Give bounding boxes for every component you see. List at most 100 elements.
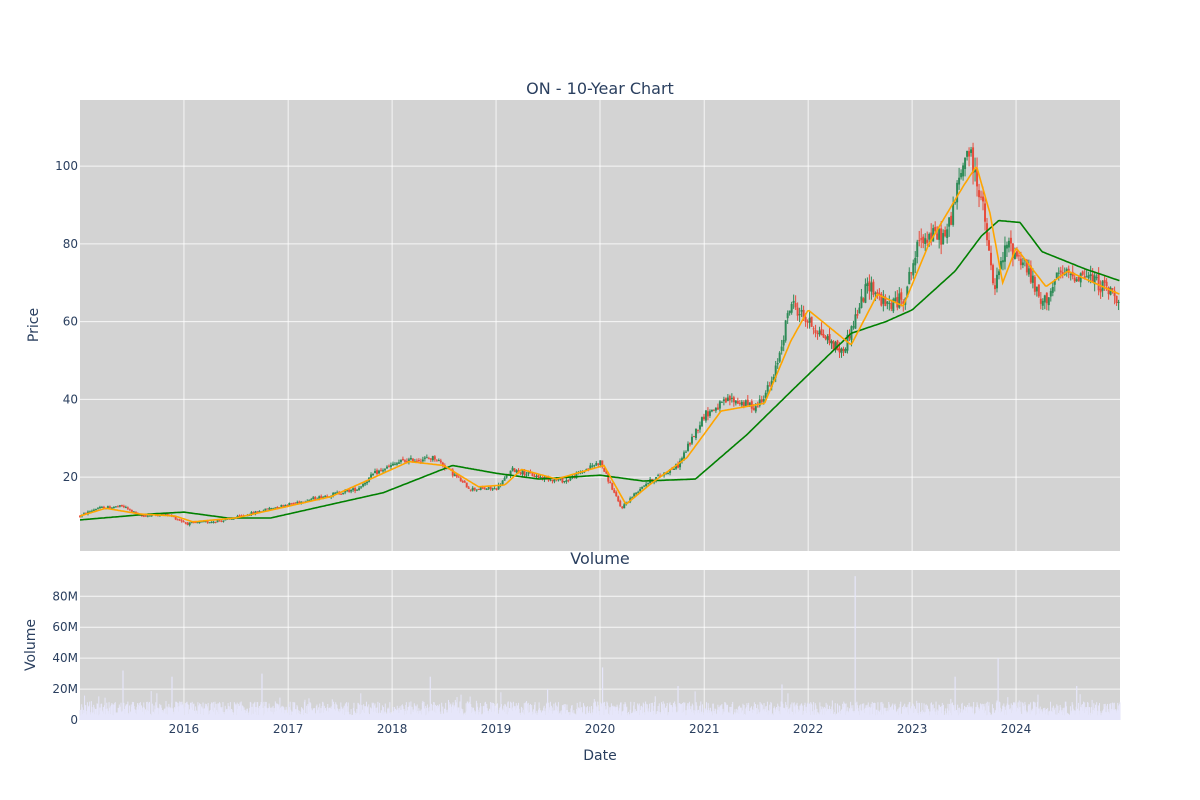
candle-up-body bbox=[882, 296, 885, 304]
volume-bar bbox=[822, 706, 824, 720]
candle-up-body bbox=[391, 463, 394, 466]
candle-down-body bbox=[880, 294, 883, 306]
volume-bar bbox=[443, 713, 445, 720]
volume-bar bbox=[164, 713, 166, 720]
candle-up-body bbox=[553, 478, 556, 482]
date-x-tick-label: 2019 bbox=[481, 722, 512, 736]
volume-bar bbox=[565, 710, 567, 720]
volume-bar bbox=[676, 711, 678, 720]
volume-bar bbox=[855, 709, 857, 720]
volume-bar bbox=[254, 701, 256, 720]
volume-bar bbox=[350, 709, 352, 720]
volume-bar bbox=[435, 712, 437, 720]
volume-bar bbox=[281, 706, 283, 720]
volume-bar bbox=[196, 714, 198, 720]
volume-bar bbox=[207, 708, 209, 720]
volume-bar bbox=[140, 710, 142, 720]
volume-bar bbox=[133, 702, 135, 720]
volume-bar bbox=[412, 711, 414, 720]
volume-bar bbox=[1042, 713, 1044, 720]
volume-bar bbox=[817, 712, 819, 720]
volume-bar bbox=[85, 710, 87, 720]
volume-bar bbox=[788, 709, 790, 720]
volume-bar bbox=[653, 714, 655, 720]
volume-bar bbox=[188, 709, 190, 720]
candle-up-body bbox=[1043, 295, 1046, 303]
volume-bar bbox=[483, 705, 485, 720]
volume-bar bbox=[737, 712, 739, 720]
volume-bar bbox=[605, 709, 607, 720]
volume-bar bbox=[454, 699, 456, 720]
volume-bar bbox=[590, 706, 592, 720]
volume-bar bbox=[1055, 714, 1057, 720]
volume-bar bbox=[230, 710, 232, 720]
candle-up-body bbox=[639, 488, 642, 492]
volume-bar bbox=[234, 705, 236, 720]
volume-bar bbox=[465, 703, 467, 720]
candle-up-body bbox=[770, 380, 773, 388]
volume-bar bbox=[186, 702, 188, 720]
volume-bar bbox=[637, 706, 639, 720]
volume-bar bbox=[910, 710, 912, 720]
volume-bar bbox=[631, 713, 633, 720]
volume-bar bbox=[663, 710, 665, 720]
candle-up-body bbox=[844, 349, 847, 353]
candle-up-body bbox=[204, 521, 207, 523]
volume-bar bbox=[707, 703, 709, 720]
volume-bar bbox=[408, 706, 410, 720]
volume-bar bbox=[391, 714, 393, 720]
volume-bar bbox=[630, 701, 632, 720]
volume-bar bbox=[903, 709, 905, 720]
volume-bar bbox=[799, 705, 801, 720]
volume-bar bbox=[363, 713, 365, 720]
volume-gridlines bbox=[80, 570, 1120, 720]
volume-bar bbox=[199, 703, 201, 720]
volume-bar bbox=[424, 708, 426, 720]
candle-up-body bbox=[146, 515, 149, 517]
volume-bar bbox=[817, 712, 819, 720]
volume-bar bbox=[121, 712, 123, 720]
volume-bar bbox=[683, 703, 685, 720]
volume-bar bbox=[864, 708, 866, 720]
volume-bar bbox=[380, 713, 382, 720]
volume-bar bbox=[235, 704, 237, 720]
volume-bar bbox=[164, 708, 166, 720]
volume-bar bbox=[442, 714, 444, 720]
volume-bar bbox=[519, 713, 521, 720]
volume-bar bbox=[888, 704, 890, 720]
volume-bar bbox=[297, 706, 299, 720]
candle-up-body bbox=[782, 339, 785, 346]
candle-down-body bbox=[768, 385, 771, 387]
volume-bar bbox=[896, 710, 898, 720]
volume-bar bbox=[92, 712, 94, 720]
volume-bar bbox=[326, 710, 328, 720]
volume-bar bbox=[867, 707, 869, 720]
volume-bar bbox=[947, 703, 949, 720]
volume-bar bbox=[690, 709, 692, 720]
volume-bar bbox=[138, 703, 140, 720]
volume-bar bbox=[778, 713, 780, 720]
candle-up-body bbox=[437, 460, 440, 462]
volume-bar bbox=[768, 710, 770, 720]
volume-bar bbox=[102, 711, 104, 720]
volume-bar bbox=[85, 705, 87, 720]
candle-up-body bbox=[720, 401, 723, 403]
volume-bar bbox=[269, 706, 271, 720]
volume-bar bbox=[629, 714, 631, 720]
candle-up-body bbox=[356, 489, 359, 491]
volume-bar bbox=[1118, 710, 1120, 720]
volume-bar bbox=[142, 711, 144, 720]
volume-bar bbox=[279, 707, 281, 720]
volume-bar bbox=[425, 714, 427, 720]
volume-bar bbox=[627, 712, 629, 720]
volume-bar bbox=[739, 705, 741, 720]
volume-bar bbox=[1095, 704, 1097, 720]
volume-bar bbox=[1105, 711, 1107, 720]
volume-bar bbox=[524, 702, 526, 720]
candle-down-body bbox=[126, 507, 129, 509]
volume-bar bbox=[949, 712, 951, 720]
volume-bar bbox=[713, 710, 715, 720]
volume-bar bbox=[515, 710, 517, 720]
volume-bar bbox=[502, 710, 504, 720]
volume-bar bbox=[772, 713, 774, 720]
